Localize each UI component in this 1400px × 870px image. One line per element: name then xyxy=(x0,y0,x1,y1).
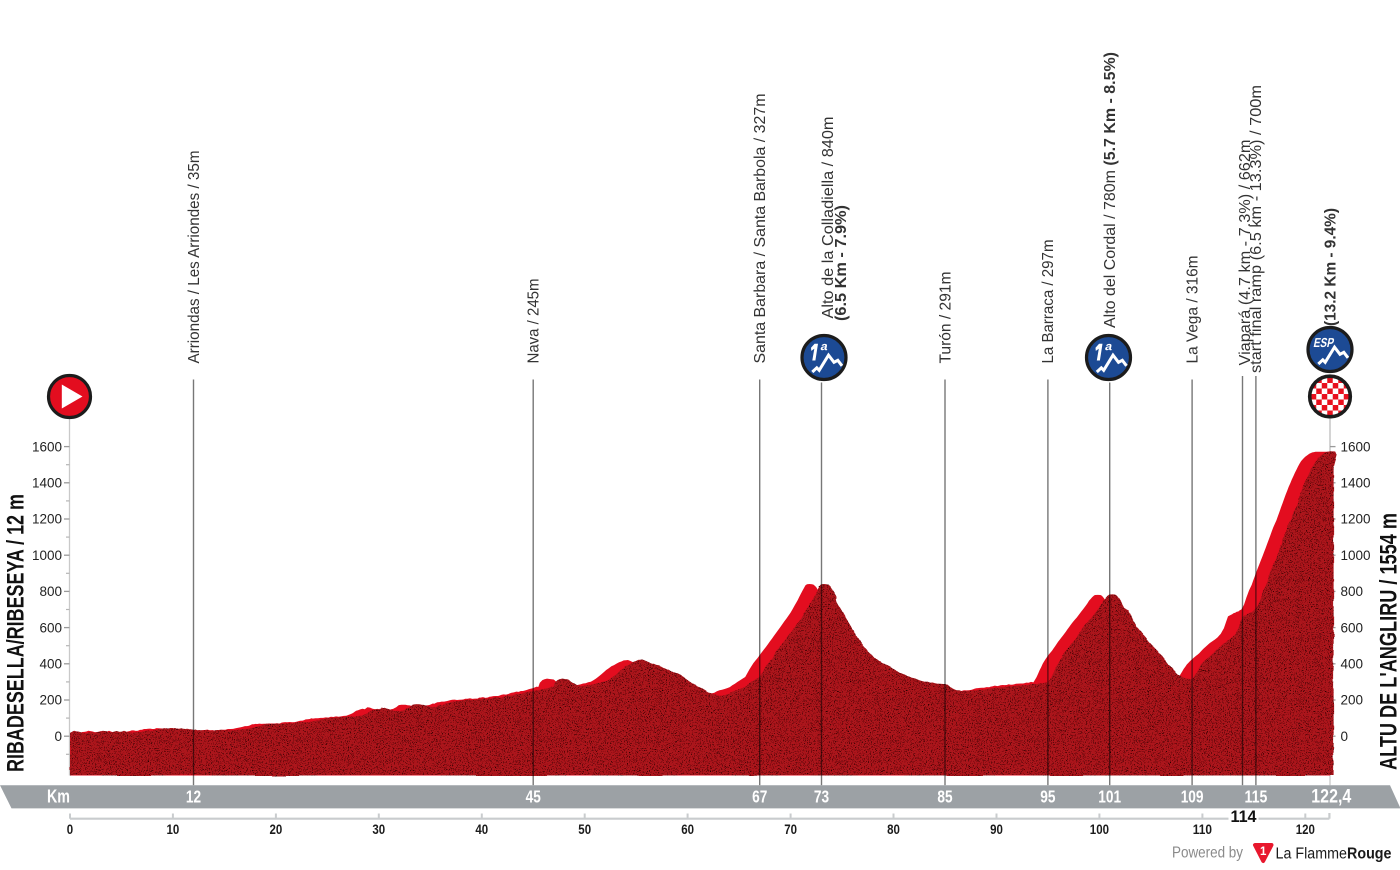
svg-text:Powered by: Powered by xyxy=(1172,845,1243,862)
svg-text:120: 120 xyxy=(1296,822,1315,837)
svg-text:12: 12 xyxy=(186,787,201,807)
svg-text:101: 101 xyxy=(1098,787,1121,807)
svg-text:La Barraca / 297m: La Barraca / 297m xyxy=(1040,240,1057,364)
svg-text:1: 1 xyxy=(1260,846,1267,858)
svg-text:1600: 1600 xyxy=(32,439,62,454)
svg-text:122,4: 122,4 xyxy=(1311,786,1351,808)
svg-text:1400: 1400 xyxy=(1341,476,1371,491)
svg-text:Viapará (4.7 km - 7.3%) / 662m: Viapará (4.7 km - 7.3%) / 662m xyxy=(1237,140,1254,366)
svg-text:Nava / 245m: Nava / 245m xyxy=(526,279,543,364)
svg-text:114: 114 xyxy=(1231,807,1258,826)
svg-text:600: 600 xyxy=(1341,620,1364,635)
svg-text:67: 67 xyxy=(752,787,767,807)
svg-text:Santa Barbara / Santa Barbola: Santa Barbara / Santa Barbola / 327m xyxy=(752,94,769,364)
svg-text:600: 600 xyxy=(39,620,62,635)
svg-text:73: 73 xyxy=(814,787,829,807)
svg-text:1600: 1600 xyxy=(1341,439,1371,454)
svg-text:0: 0 xyxy=(1341,729,1349,744)
svg-text:1400: 1400 xyxy=(32,476,62,491)
svg-text:800: 800 xyxy=(1341,584,1364,599)
svg-text:start final ramp (6.5 km - 13.: start final ramp (6.5 km - 13.3%) / 700m xyxy=(1248,85,1265,373)
svg-text:La Vega / 316m: La Vega / 316m xyxy=(1184,256,1201,364)
svg-text:400: 400 xyxy=(39,657,62,672)
svg-text:1200: 1200 xyxy=(32,512,62,527)
svg-text:800: 800 xyxy=(39,584,62,599)
svg-text:200: 200 xyxy=(39,693,62,708)
svg-text:109: 109 xyxy=(1181,787,1204,807)
svg-text:115: 115 xyxy=(1245,787,1268,807)
svg-text:200: 200 xyxy=(1341,693,1364,708)
svg-text:(6.5 Km - 7.9%): (6.5 Km - 7.9%) xyxy=(833,205,850,321)
svg-text:70: 70 xyxy=(784,822,797,837)
svg-text:1000: 1000 xyxy=(32,548,62,563)
svg-text:100: 100 xyxy=(1090,822,1109,837)
svg-text:110: 110 xyxy=(1193,822,1212,837)
svg-text:ALTU DE L'ANGLIRU / 1554 m: ALTU DE L'ANGLIRU / 1554 m xyxy=(1376,513,1400,770)
svg-text:Turón / 291m: Turón / 291m xyxy=(937,272,954,364)
svg-text:0: 0 xyxy=(54,729,62,744)
svg-text:400: 400 xyxy=(1341,657,1364,672)
svg-text:ESP: ESP xyxy=(1312,335,1335,350)
svg-text:50: 50 xyxy=(578,822,591,837)
svg-text:Alto del Cordal / 780m (5.7 K: Alto del Cordal / 780m (5.7 Km - 8.5%) xyxy=(1102,52,1119,328)
svg-text:90: 90 xyxy=(990,822,1003,837)
svg-text:10: 10 xyxy=(167,822,180,837)
svg-text:0: 0 xyxy=(67,822,73,837)
svg-text:La FlammeRouge: La FlammeRouge xyxy=(1276,846,1392,863)
svg-text:40: 40 xyxy=(475,822,488,837)
svg-text:60: 60 xyxy=(681,822,694,837)
svg-text:45: 45 xyxy=(526,787,541,807)
svg-text:85: 85 xyxy=(937,787,952,807)
svg-text:Arriondas / Les Arriondes / 35: Arriondas / Les Arriondes / 35m xyxy=(186,151,203,364)
svg-text:Km: Km xyxy=(47,786,70,807)
svg-text:1200: 1200 xyxy=(1341,512,1371,527)
svg-text:Alto de la Colladiella / 840m: Alto de la Colladiella / 840m xyxy=(820,117,837,319)
svg-text:95: 95 xyxy=(1040,787,1055,807)
svg-text:RIBADESELLA/RIBESEYA / 12 m: RIBADESELLA/RIBESEYA / 12 m xyxy=(3,494,30,772)
svg-text:20: 20 xyxy=(270,822,283,837)
svg-text:80: 80 xyxy=(887,822,900,837)
svg-text:30: 30 xyxy=(372,822,385,837)
svg-text:1000: 1000 xyxy=(1341,548,1371,563)
svg-text:(13.2 Km - 9.4%): (13.2 Km - 9.4%) xyxy=(1322,208,1339,326)
